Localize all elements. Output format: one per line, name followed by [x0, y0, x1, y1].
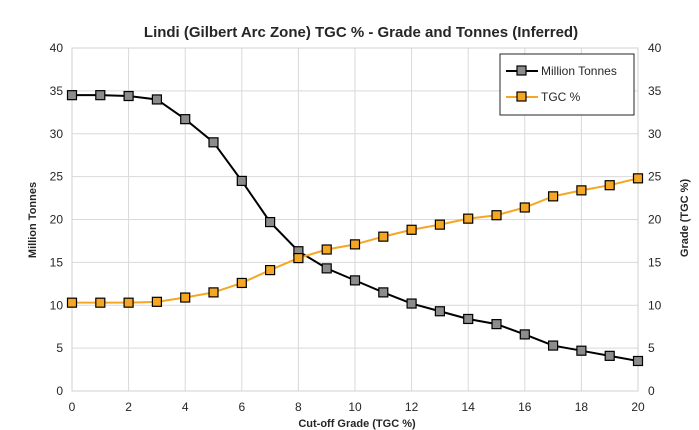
data-point-tonnes: [66, 90, 78, 101]
x-tick-label: 2: [125, 400, 132, 414]
y-tick-label: 30: [50, 127, 64, 141]
x-axis-ticks: 0 2 4 6 8 10 12 14 16 18 20: [69, 400, 645, 414]
legend-label-tonnes: Million Tonnes: [541, 64, 617, 78]
data-point-tonnes: [491, 319, 502, 330]
legend-label-tgc: TGC %: [541, 90, 581, 104]
data-point-tonnes: [463, 313, 474, 325]
y-axis-ticks: 0 5 10 15 20 25 30 35 40: [50, 41, 64, 398]
data-point-tgc: [180, 292, 191, 303]
x-tick-label: 16: [518, 400, 532, 414]
y2-tick-label: 0: [648, 384, 655, 398]
y-tick-label: 0: [56, 384, 63, 398]
data-point-tgc: [208, 287, 219, 298]
x-tick-label: 4: [182, 400, 189, 414]
data-point-tgc: [321, 244, 332, 255]
data-point-tonnes: [604, 350, 615, 361]
data-point-tgc: [293, 252, 304, 264]
y-tick-label: 5: [56, 341, 63, 355]
data-point-tonnes: [236, 175, 247, 187]
y2-tick-label: 35: [648, 84, 662, 98]
data-point-tgc: [604, 180, 615, 191]
series-layer: [66, 90, 644, 367]
y-tick-label: 15: [50, 255, 64, 269]
y2-tick-label: 30: [648, 127, 662, 141]
x-tick-label: 0: [69, 400, 76, 414]
x-tick-label: 18: [575, 400, 589, 414]
data-point-tonnes: [632, 355, 644, 367]
data-point-tonnes: [519, 329, 530, 340]
chart-title: Lindi (Gilbert Arc Zone) TGC % - Grade a…: [144, 24, 578, 41]
y2-tick-label: 5: [648, 341, 655, 355]
y2-tick-label: 15: [648, 255, 662, 269]
x-tick-label: 8: [295, 400, 302, 414]
data-point-tonnes: [95, 90, 106, 101]
plot-area-border: [71, 47, 639, 392]
y2-tick-label: 25: [648, 170, 662, 184]
data-point-tgc: [491, 210, 502, 221]
data-point-tonnes: [321, 263, 332, 274]
x-axis-label: Cut-off Grade (TGC %): [298, 418, 416, 430]
data-point-tgc: [434, 219, 445, 230]
data-point-tonnes: [208, 137, 219, 148]
data-point-tgc: [265, 264, 276, 276]
legend-marker-tgc: [516, 91, 527, 102]
data-point-tgc: [151, 296, 162, 307]
data-point-tgc: [547, 191, 559, 202]
y2-axis-ticks: 0 5 10 15 20 25 30 35 40: [648, 41, 662, 398]
y2-tick-label: 40: [648, 41, 662, 55]
data-point-tonnes: [265, 216, 276, 228]
data-point-tgc: [576, 185, 587, 196]
data-point-tgc: [349, 239, 361, 250]
y-axis-label: Million Tonnes: [27, 182, 39, 258]
data-point-tgc: [236, 277, 247, 289]
data-point-tonnes: [349, 275, 361, 286]
x-tick-label: 20: [631, 400, 645, 414]
y-tick-label: 35: [50, 84, 64, 98]
x-tick-label: 6: [238, 400, 245, 414]
data-point-tonnes: [123, 90, 134, 102]
data-point-tonnes: [576, 345, 587, 356]
data-point-tonnes: [406, 298, 417, 309]
y-tick-label: 10: [50, 298, 64, 312]
data-point-tonnes: [547, 340, 559, 351]
data-point-tonnes: [378, 287, 389, 298]
data-point-tgc: [632, 173, 644, 184]
legend-marker-tonnes: [516, 65, 527, 76]
y-tick-label: 20: [50, 213, 64, 227]
x-tick-label: 12: [405, 400, 419, 414]
data-point-tonnes: [151, 94, 162, 105]
data-point-tgc: [406, 224, 417, 235]
data-point-tgc: [463, 213, 474, 224]
y2-axis-label: Grade (TGC %): [679, 179, 691, 258]
data-point-tgc: [123, 297, 134, 308]
y-tick-label: 25: [50, 170, 64, 184]
data-point-tonnes: [434, 306, 445, 317]
data-point-tgc: [66, 297, 78, 308]
y2-tick-label: 10: [648, 298, 662, 312]
data-point-tgc: [95, 297, 106, 308]
x-tick-label: 14: [462, 400, 476, 414]
data-point-tonnes: [180, 114, 191, 125]
data-point-tgc: [519, 202, 530, 213]
data-point-tgc: [378, 231, 389, 242]
y2-tick-label: 20: [648, 213, 662, 227]
legend: Million Tonnes TGC %: [499, 53, 635, 116]
x-tick-label: 10: [348, 400, 362, 414]
y-tick-label: 40: [50, 41, 64, 55]
legend-box: [499, 53, 635, 116]
